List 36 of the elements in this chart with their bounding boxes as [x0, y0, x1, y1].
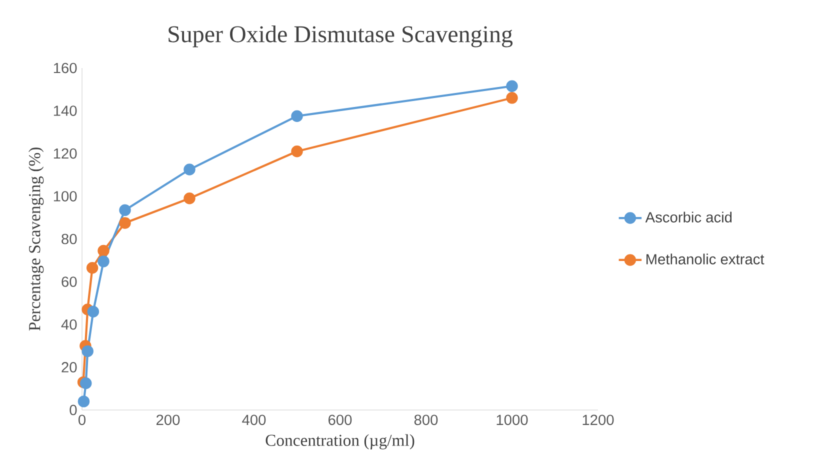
- chart-title: Super Oxide Dismutase Scavenging: [168, 25, 513, 48]
- y-tick-label: 60: [62, 276, 77, 287]
- x-tick-label: 1200: [582, 414, 614, 426]
- y-tick-label: 80: [62, 234, 77, 244]
- y-tick-label: 120: [54, 148, 77, 159]
- x-tick-label: 1000: [496, 414, 528, 426]
- y-tick-label: 100: [54, 191, 77, 202]
- legend-label: Ascorbic acid: [645, 212, 732, 222]
- point: [82, 345, 94, 358]
- y-tick-label: 0: [70, 404, 77, 416]
- point: [98, 244, 110, 257]
- point: [184, 192, 196, 204]
- x-tick-label: 0: [78, 414, 86, 426]
- point: [506, 92, 518, 104]
- y-tick-label: 160: [54, 62, 77, 74]
- point: [184, 164, 196, 176]
- point: [119, 204, 131, 216]
- y-tick-label: 40: [61, 319, 77, 330]
- x-tick-label: 600: [328, 414, 352, 426]
- point: [78, 396, 90, 408]
- y-axis-title: Percentage Scavenging (%): [28, 148, 44, 331]
- point: [87, 306, 100, 318]
- x-tick-label: 800: [414, 414, 438, 426]
- point: [291, 145, 303, 158]
- legend-label: Methanolic extract: [646, 254, 764, 264]
- x-axis-title: Concentration (µg/ml): [266, 434, 414, 450]
- x-tick-label: 400: [242, 414, 266, 426]
- y-tick-label: 140: [54, 106, 77, 116]
- point: [119, 217, 131, 229]
- point: [86, 262, 98, 274]
- point: [291, 110, 303, 122]
- point: [506, 80, 518, 92]
- x-tick-label: 200: [156, 414, 180, 426]
- point: [80, 377, 92, 390]
- point: [98, 256, 110, 268]
- y-tick-label: 20: [62, 362, 77, 372]
